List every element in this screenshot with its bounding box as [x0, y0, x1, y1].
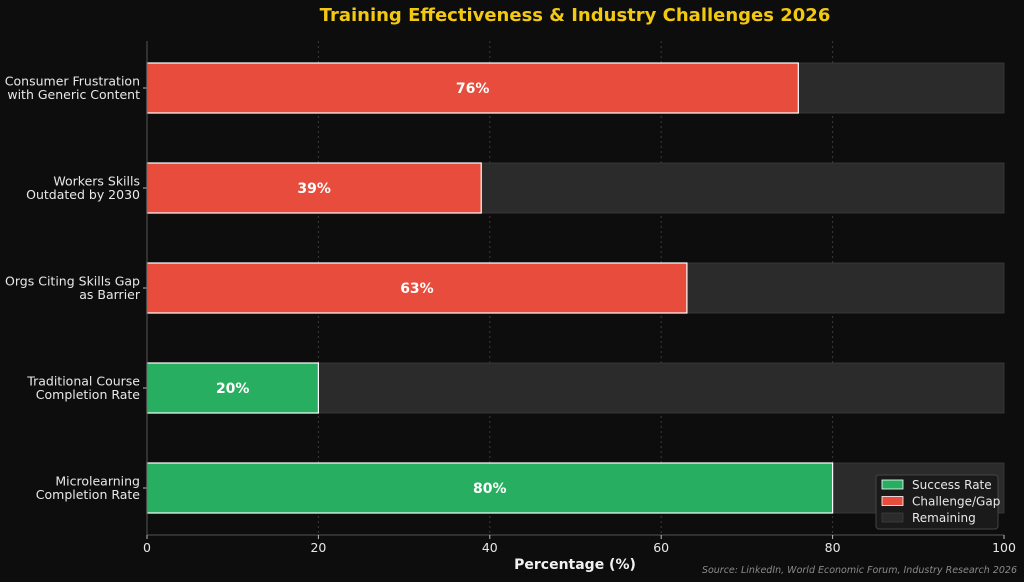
legend-label: Challenge/Gap — [912, 495, 1000, 509]
x-tick-label: 20 — [310, 540, 326, 555]
category-label: Consumer Frustration — [5, 73, 140, 88]
category-label: as Barrier — [79, 287, 141, 302]
source-note: Source: LinkedIn, World Economic Forum, … — [702, 565, 1017, 576]
x-tick-label: 0 — [143, 540, 151, 555]
bar-value-label: 80% — [473, 481, 507, 497]
x-tick-label: 80 — [825, 540, 841, 555]
category-label: Completion Rate — [36, 387, 141, 402]
category-label: with Generic Content — [7, 87, 140, 102]
bar-value-label: 76% — [456, 81, 490, 97]
bar-value-label: 20% — [216, 381, 250, 397]
category-label: Completion Rate — [36, 487, 141, 502]
chart-title: Training Effectiveness & Industry Challe… — [320, 5, 831, 26]
legend-label: Remaining — [912, 511, 976, 525]
category-label: Outdated by 2030 — [26, 187, 140, 202]
bar-success — [146, 362, 319, 414]
bar-challenge — [146, 162, 482, 214]
x-tick-label: 100 — [992, 540, 1016, 555]
bar-value-label: 39% — [297, 181, 331, 197]
x-tick-label: 60 — [653, 540, 669, 555]
category-label: Orgs Citing Skills Gap — [5, 273, 140, 288]
category-label: Workers Skills — [53, 173, 140, 188]
bars: 76% 39% 63% 20% 80% — [146, 62, 1005, 514]
x-axis-label: Percentage (%) — [514, 557, 636, 573]
legend-swatch — [881, 512, 904, 523]
legend-swatch — [881, 479, 904, 490]
x-tick-label: 40 — [482, 540, 498, 555]
bar-value-label: 63% — [400, 281, 434, 297]
legend-swatch — [881, 496, 904, 506]
category-label: Traditional Course — [26, 373, 140, 388]
bar-challenge — [146, 262, 688, 314]
legend-label: Success Rate — [912, 478, 992, 492]
legend-box — [875, 474, 999, 530]
legend: Success Rate Challenge/Gap Remaining — [875, 474, 1000, 530]
category-label: Microlearning — [55, 473, 140, 488]
